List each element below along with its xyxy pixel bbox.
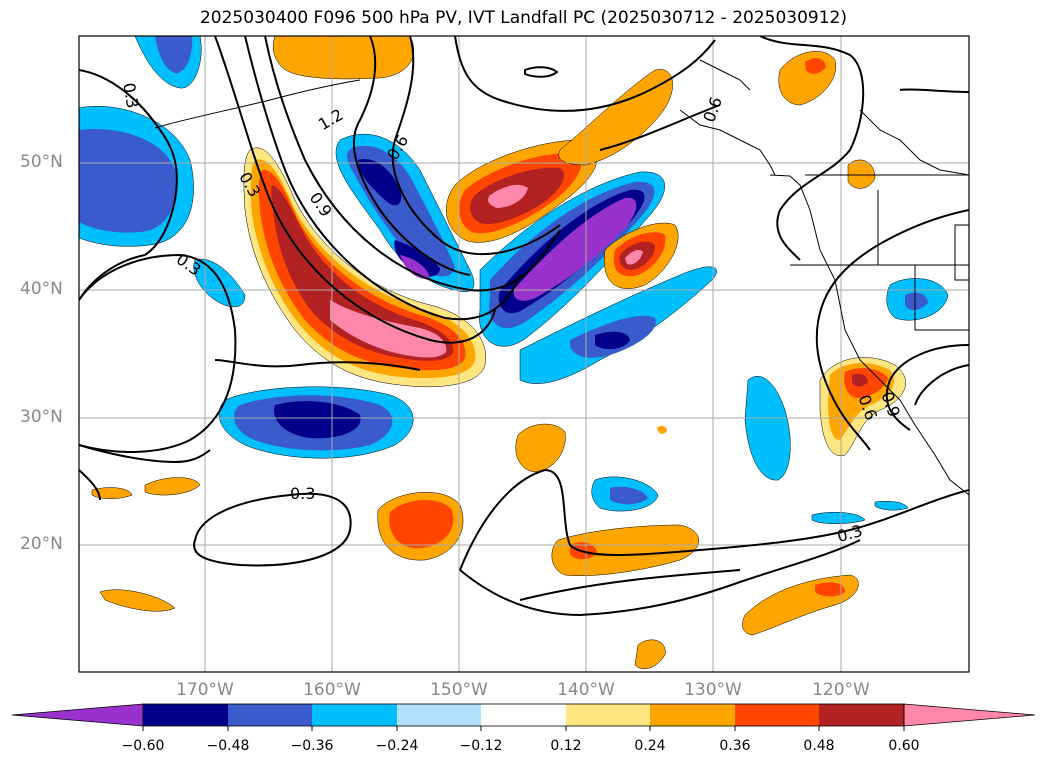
lon-tick-140w: 140°W — [557, 680, 615, 700]
pv-contours — [79, 36, 969, 617]
coastlines — [154, 59, 969, 496]
negative-anomaly-shading — [79, 36, 949, 524]
colorbar-tick: −0.48 — [206, 738, 250, 754]
colorbar-tick: 0.60 — [888, 738, 920, 754]
colorbar-tick: 0.36 — [719, 738, 751, 754]
graticule — [79, 36, 969, 672]
colorbar-tick: −0.12 — [459, 738, 503, 754]
colorbar-tick: −0.24 — [375, 738, 419, 754]
map-area — [79, 36, 969, 672]
lat-tick-30n: 30°N — [20, 407, 63, 427]
colorbar-tick: −0.36 — [290, 738, 334, 754]
colorbar-tick: 0.24 — [634, 738, 666, 754]
colorbar-tick: 0.48 — [803, 738, 835, 754]
lon-tick-150w: 150°W — [430, 680, 488, 700]
lat-tick-40n: 40°N — [20, 279, 63, 299]
map-frame — [78, 35, 970, 673]
lon-tick-160w: 160°W — [303, 680, 361, 700]
lon-tick-130w: 130°W — [684, 680, 742, 700]
colorbar-tick: 0.12 — [550, 738, 582, 754]
lat-tick-20n: 20°N — [20, 534, 63, 554]
map-title: 2025030400 F096 500 hPa PV, IVT Landfall… — [199, 8, 847, 28]
lon-tick-170w: 170°W — [176, 680, 234, 700]
colorbar-tick: −0.60 — [121, 738, 165, 754]
lon-tick-120w: 120°W — [812, 680, 870, 700]
positive-anomaly-shading — [91, 36, 906, 670]
contour-label: 0.3 — [290, 484, 316, 503]
colorbar — [11, 703, 1036, 731]
colorbar-min-extend — [11, 703, 144, 727]
lat-tick-50n: 50°N — [20, 152, 63, 172]
colorbar-max-extend — [903, 703, 1036, 727]
